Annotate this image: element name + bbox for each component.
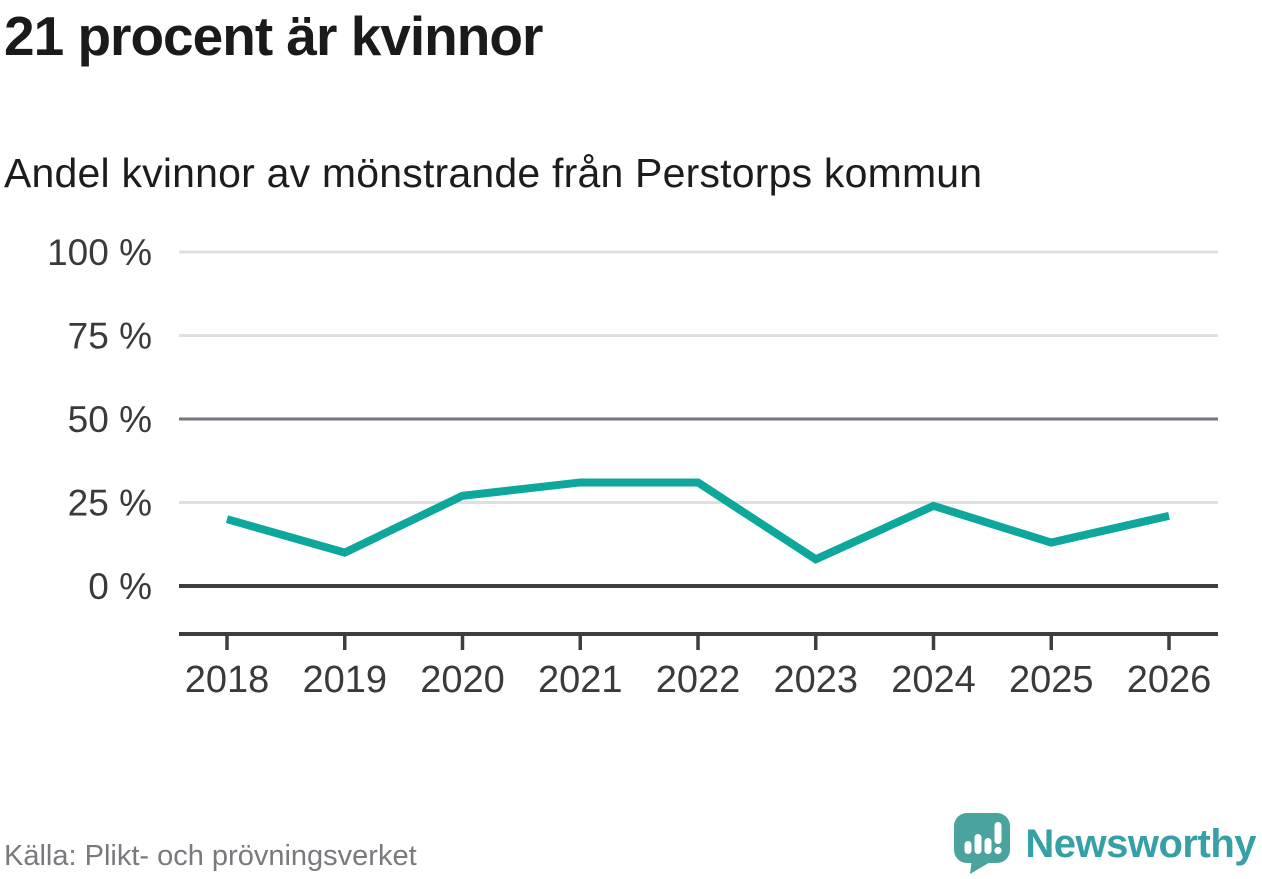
data-line	[225, 478, 1170, 564]
newsworthy-logo-icon	[954, 813, 1011, 874]
x-axis-tick-label: 2022	[656, 659, 741, 701]
x-axis-tick-label: 2023	[773, 659, 858, 701]
x-axis-tick-label: 2026	[1127, 659, 1212, 701]
y-axis-tick-label: 50 %	[68, 399, 152, 440]
y-axis-tick-label: 75 %	[68, 316, 152, 357]
x-axis-tick-label: 2025	[1009, 659, 1094, 701]
source-note: Källa: Plikt- och prövningsverket	[4, 840, 417, 872]
y-axis-tick-label: 0 %	[88, 566, 152, 607]
x-axis-tick-label: 2018	[185, 659, 270, 701]
logo-bars	[964, 822, 1002, 855]
brand-lockup: Newsworthy	[953, 813, 1256, 875]
y-axis-tick-label: 100 %	[47, 232, 152, 273]
x-axis-tick-label: 2020	[420, 659, 505, 701]
brand-name: Newsworthy	[1025, 822, 1256, 866]
y-axis-tick-label: 25 %	[68, 483, 152, 524]
x-axis-tick-label: 2024	[891, 659, 976, 701]
chart-subtitle: Andel kvinnor av mönstrande från Perstor…	[4, 150, 983, 196]
x-axis-tick-label: 2019	[302, 659, 387, 701]
chart-title: 21 procent är kvinnor	[4, 5, 543, 67]
logo-bubble	[954, 813, 1011, 874]
x-axis-tick-label: 2021	[538, 659, 623, 701]
line-chart: 100 % 75 % 50 % 25 % 0 % 2018 2019 2020 2021 2022…	[47, 232, 1218, 701]
